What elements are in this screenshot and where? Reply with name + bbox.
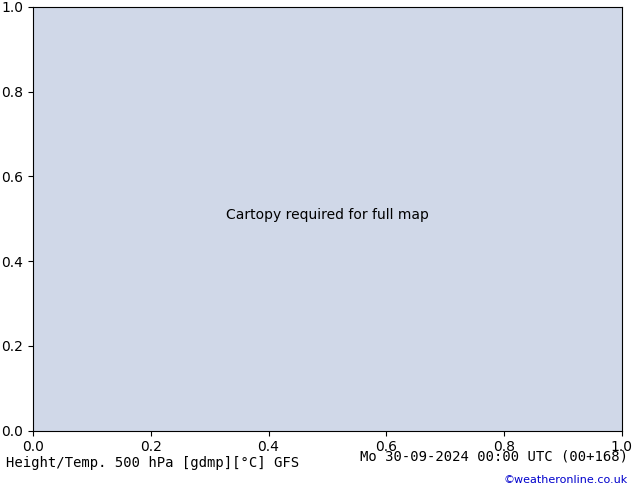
Text: Mo 30-09-2024 00:00 UTC (00+168): Mo 30-09-2024 00:00 UTC (00+168) bbox=[359, 449, 628, 463]
Text: Cartopy required for full map: Cartopy required for full map bbox=[226, 208, 429, 222]
Text: ©weatheronline.co.uk: ©weatheronline.co.uk bbox=[503, 475, 628, 485]
Text: Height/Temp. 500 hPa [gdmp][°C] GFS: Height/Temp. 500 hPa [gdmp][°C] GFS bbox=[6, 456, 299, 470]
